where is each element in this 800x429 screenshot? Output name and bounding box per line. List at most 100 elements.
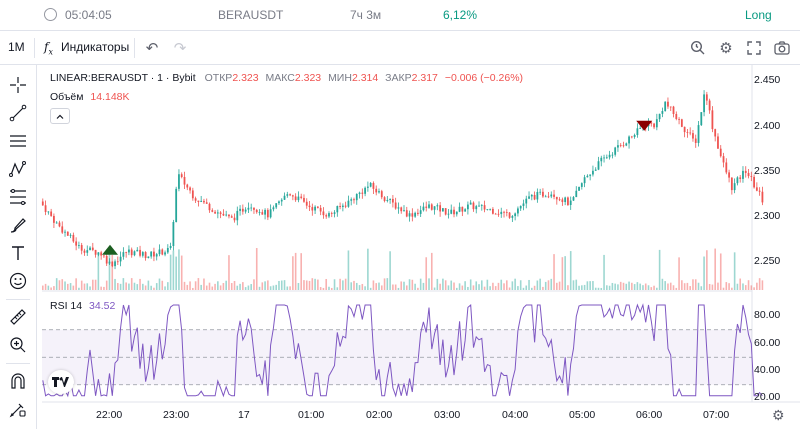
- chevron-up-icon[interactable]: [50, 108, 70, 124]
- quick-search-icon[interactable]: [688, 38, 708, 58]
- candle-body: [414, 212, 417, 217]
- volume-bar: [597, 287, 600, 290]
- legend-close-label: ЗАКР: [385, 72, 412, 84]
- candle-body: [97, 252, 100, 255]
- volume-bar: [547, 280, 550, 290]
- volume-bar: [589, 281, 591, 290]
- volume-bar: [200, 284, 202, 290]
- volume-bar: [180, 255, 183, 290]
- legend-close: 2.317: [411, 72, 438, 84]
- candle-body: [283, 195, 286, 200]
- candle-body: [289, 194, 291, 196]
- volume-bar: [483, 286, 486, 290]
- candle-body: [686, 132, 689, 133]
- volume-bar: [544, 281, 547, 290]
- zoom-in-icon[interactable]: [6, 333, 30, 357]
- candle-body: [78, 245, 80, 246]
- volume-bar: [569, 251, 572, 290]
- candle-body: [55, 222, 58, 224]
- ruler-icon[interactable]: [6, 305, 30, 329]
- redo-icon[interactable]: ↷: [173, 40, 187, 57]
- candle-body: [75, 241, 78, 246]
- volume-bar: [233, 280, 236, 290]
- candle-body: [567, 197, 569, 205]
- volume-bar: [264, 281, 266, 290]
- volume-bar: [172, 250, 175, 290]
- candle-body: [322, 211, 325, 216]
- indicators-button[interactable]: Индикаторы: [61, 40, 130, 54]
- candle-body: [222, 213, 225, 216]
- candle-body: [155, 254, 158, 257]
- tradingview-logo[interactable]: [48, 370, 74, 394]
- crosshair-icon[interactable]: [6, 73, 30, 97]
- volume-bar: [625, 283, 628, 290]
- candle-body: [119, 256, 122, 262]
- candle-body: [450, 209, 453, 214]
- volume-bar: [575, 279, 578, 290]
- fx-icon[interactable]: fx: [44, 40, 53, 57]
- candle-body: [614, 147, 617, 155]
- settings-gear-icon[interactable]: ⚙: [719, 40, 733, 57]
- buy-marker: [102, 244, 118, 255]
- candle-body: [703, 94, 705, 113]
- candle-body: [108, 261, 111, 264]
- volume-bar: [128, 283, 130, 290]
- candle-body: [378, 191, 380, 193]
- candle-body: [719, 148, 722, 157]
- settings-gear-icon[interactable]: ⚙: [772, 407, 785, 423]
- horizontal-lines-icon[interactable]: [6, 129, 30, 153]
- volume-bar: [267, 280, 269, 290]
- candle-body: [233, 217, 236, 221]
- volume-bar: [467, 286, 469, 290]
- candle-body: [650, 122, 653, 124]
- volume-label: Объём: [50, 91, 84, 103]
- emoji-icon[interactable]: [6, 269, 30, 293]
- candle-body: [253, 207, 255, 210]
- candle-body: [600, 157, 603, 162]
- candle-body: [492, 208, 494, 214]
- volume-bar: [719, 253, 722, 290]
- candle-body: [605, 157, 608, 159]
- candle-body: [250, 207, 253, 209]
- candle-body: [619, 145, 622, 147]
- magnet-icon[interactable]: [6, 369, 30, 393]
- trend-line-icon[interactable]: [6, 101, 30, 125]
- volume-bar: [453, 282, 455, 290]
- fib-icon[interactable]: [6, 185, 30, 209]
- volume-bar: [536, 280, 539, 290]
- pattern-icon[interactable]: [6, 157, 30, 181]
- volume-bar: [494, 286, 497, 290]
- undo-icon[interactable]: ↶: [145, 40, 159, 57]
- candle-body: [122, 252, 125, 257]
- volume-bar: [561, 257, 564, 290]
- volume-bar: [330, 287, 333, 290]
- candle-body: [744, 170, 747, 173]
- candle-body: [308, 205, 311, 208]
- brush-icon[interactable]: [6, 213, 30, 237]
- volume-bar: [592, 281, 594, 290]
- legend-symbol[interactable]: LINEAR:BERAUSDT · 1 · Bybit: [50, 72, 196, 84]
- volume-bar: [219, 285, 222, 290]
- volume-bar: [650, 287, 653, 290]
- candle-body: [544, 196, 547, 198]
- candle-body: [530, 194, 533, 197]
- volume-bar: [639, 283, 641, 290]
- fullscreen-icon[interactable]: [744, 38, 764, 58]
- candle-body: [400, 207, 403, 212]
- candle-body: [500, 211, 503, 215]
- candle-body: [61, 226, 64, 233]
- candle-body: [739, 177, 742, 179]
- volume-bar: [581, 285, 583, 290]
- text-icon[interactable]: [6, 241, 30, 265]
- lock-drawings-icon[interactable]: [6, 397, 30, 421]
- volume-bar: [105, 280, 108, 290]
- camera-icon[interactable]: [772, 38, 792, 58]
- candle-body: [694, 138, 697, 143]
- candle-body: [116, 261, 119, 263]
- candle-body: [105, 255, 108, 264]
- volume-bar: [69, 283, 72, 290]
- interval-button[interactable]: 1M: [8, 40, 25, 54]
- candle-body: [458, 206, 461, 212]
- candle-body: [636, 128, 639, 135]
